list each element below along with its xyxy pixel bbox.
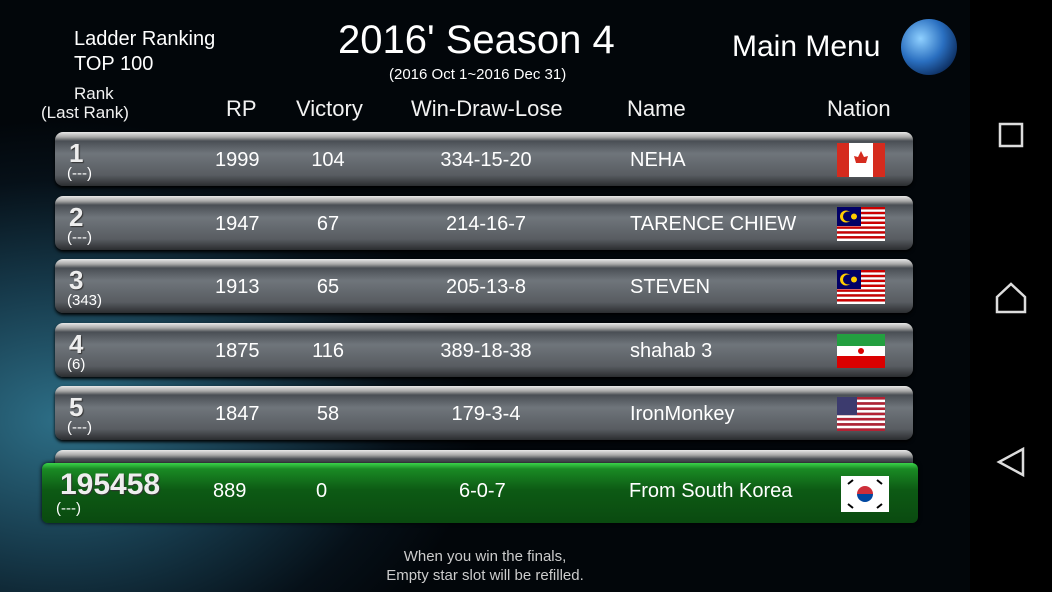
win-draw-lose: 389-18-38 [440, 339, 532, 362]
ranking-row[interactable]: 2 (---) 1947 67 214-16-7 TARENCE CHIEW [55, 195, 913, 250]
win-draw-lose: 179-3-4 [451, 403, 521, 425]
android-nav-bar [970, 0, 1052, 592]
last-rank: (---) [67, 419, 92, 436]
malaysia-flag-icon [837, 206, 885, 241]
victory: 65 [316, 276, 340, 298]
rp-header: RP [226, 96, 257, 121]
rp: 1847 [215, 403, 260, 425]
footer-line-2: Empty star slot will be refilled. [386, 567, 584, 584]
rp: 1913 [215, 276, 260, 298]
recents-button[interactable] [970, 110, 1052, 160]
my-last-rank: (---) [56, 500, 81, 517]
player-name: NEHA [630, 149, 686, 171]
top-label: TOP 100 [74, 53, 154, 75]
rp: 1947 [215, 212, 260, 235]
last-rank: (---) [67, 165, 92, 182]
rank: 3 [69, 265, 84, 295]
wdl-header: Win-Draw-Lose [411, 96, 563, 121]
footer-line-1: When you win the finals, [403, 548, 567, 565]
last-rank: (---) [67, 228, 92, 246]
back-icon [996, 446, 1025, 478]
ladder-label: Ladder Ranking [74, 28, 216, 50]
season-title: 2016' Season 4 [338, 18, 615, 62]
last-rank-header: (Last Rank) [41, 103, 129, 122]
home-icon [995, 282, 1027, 314]
victory: 116 [312, 339, 344, 362]
my-victory: 0 [316, 480, 328, 502]
victory: 58 [316, 403, 340, 425]
iran-flag-icon [837, 333, 885, 368]
home-button[interactable] [970, 273, 1052, 323]
canada-flag-icon [837, 143, 885, 177]
rank: 2 [69, 201, 84, 232]
ranking-row[interactable]: 4 (6) 1875 116 389-18-38 shahab 3 [55, 322, 913, 377]
ranking-row[interactable]: 1 (---) 1999 104 334-15-20 NEHA [55, 132, 913, 186]
player-name: IronMonkey [630, 403, 735, 425]
my-rank: 195458 [60, 468, 161, 501]
my-ranking-row: 195458 (---) 889 0 6-0-7 From South Kore… [42, 463, 918, 523]
my-name: From South Korea [629, 480, 793, 502]
victory-header: Victory [296, 96, 363, 121]
ranking-row[interactable]: 3 (343) 1913 65 205-13-8 STEVEN [55, 259, 913, 313]
player-name: STEVEN [630, 276, 711, 298]
my-rp: 889 [213, 480, 247, 502]
win-draw-lose: 205-13-8 [445, 276, 527, 298]
rank: 5 [69, 392, 84, 422]
rp: 1875 [215, 339, 260, 362]
name-header: Name [627, 96, 686, 121]
rp: 1999 [215, 149, 260, 171]
rank-header: Rank [74, 84, 114, 103]
south-korea-flag-icon [841, 476, 889, 512]
last-rank: (343) [67, 292, 103, 309]
win-draw-lose: 334-15-20 [440, 149, 532, 171]
main-menu-button[interactable]: Main Menu [732, 30, 881, 63]
back-button[interactable] [970, 437, 1052, 487]
usa-flag-icon [837, 397, 885, 431]
rank: 4 [69, 328, 84, 359]
player-name: shahab 3 [630, 339, 713, 362]
game-screen: Ladder Ranking TOP 100 2016' Season 4 (2… [0, 0, 970, 592]
square-icon [998, 122, 1024, 148]
malaysia-flag-icon [837, 270, 885, 304]
my-wdl: 6-0-7 [459, 480, 506, 502]
nation-header: Nation [827, 96, 891, 121]
season-dates: (2016 Oct 1~2016 Dec 31) [389, 66, 567, 83]
victory: 104 [311, 149, 345, 171]
globe-icon[interactable] [901, 19, 957, 75]
last-rank: (6) [67, 355, 86, 373]
victory: 67 [316, 212, 340, 235]
player-name: TARENCE CHIEW [630, 212, 797, 235]
ranking-row[interactable]: 5 (---) 1847 58 179-3-4 IronMonkey [55, 386, 913, 440]
rank: 1 [69, 138, 84, 168]
win-draw-lose: 214-16-7 [445, 212, 527, 235]
